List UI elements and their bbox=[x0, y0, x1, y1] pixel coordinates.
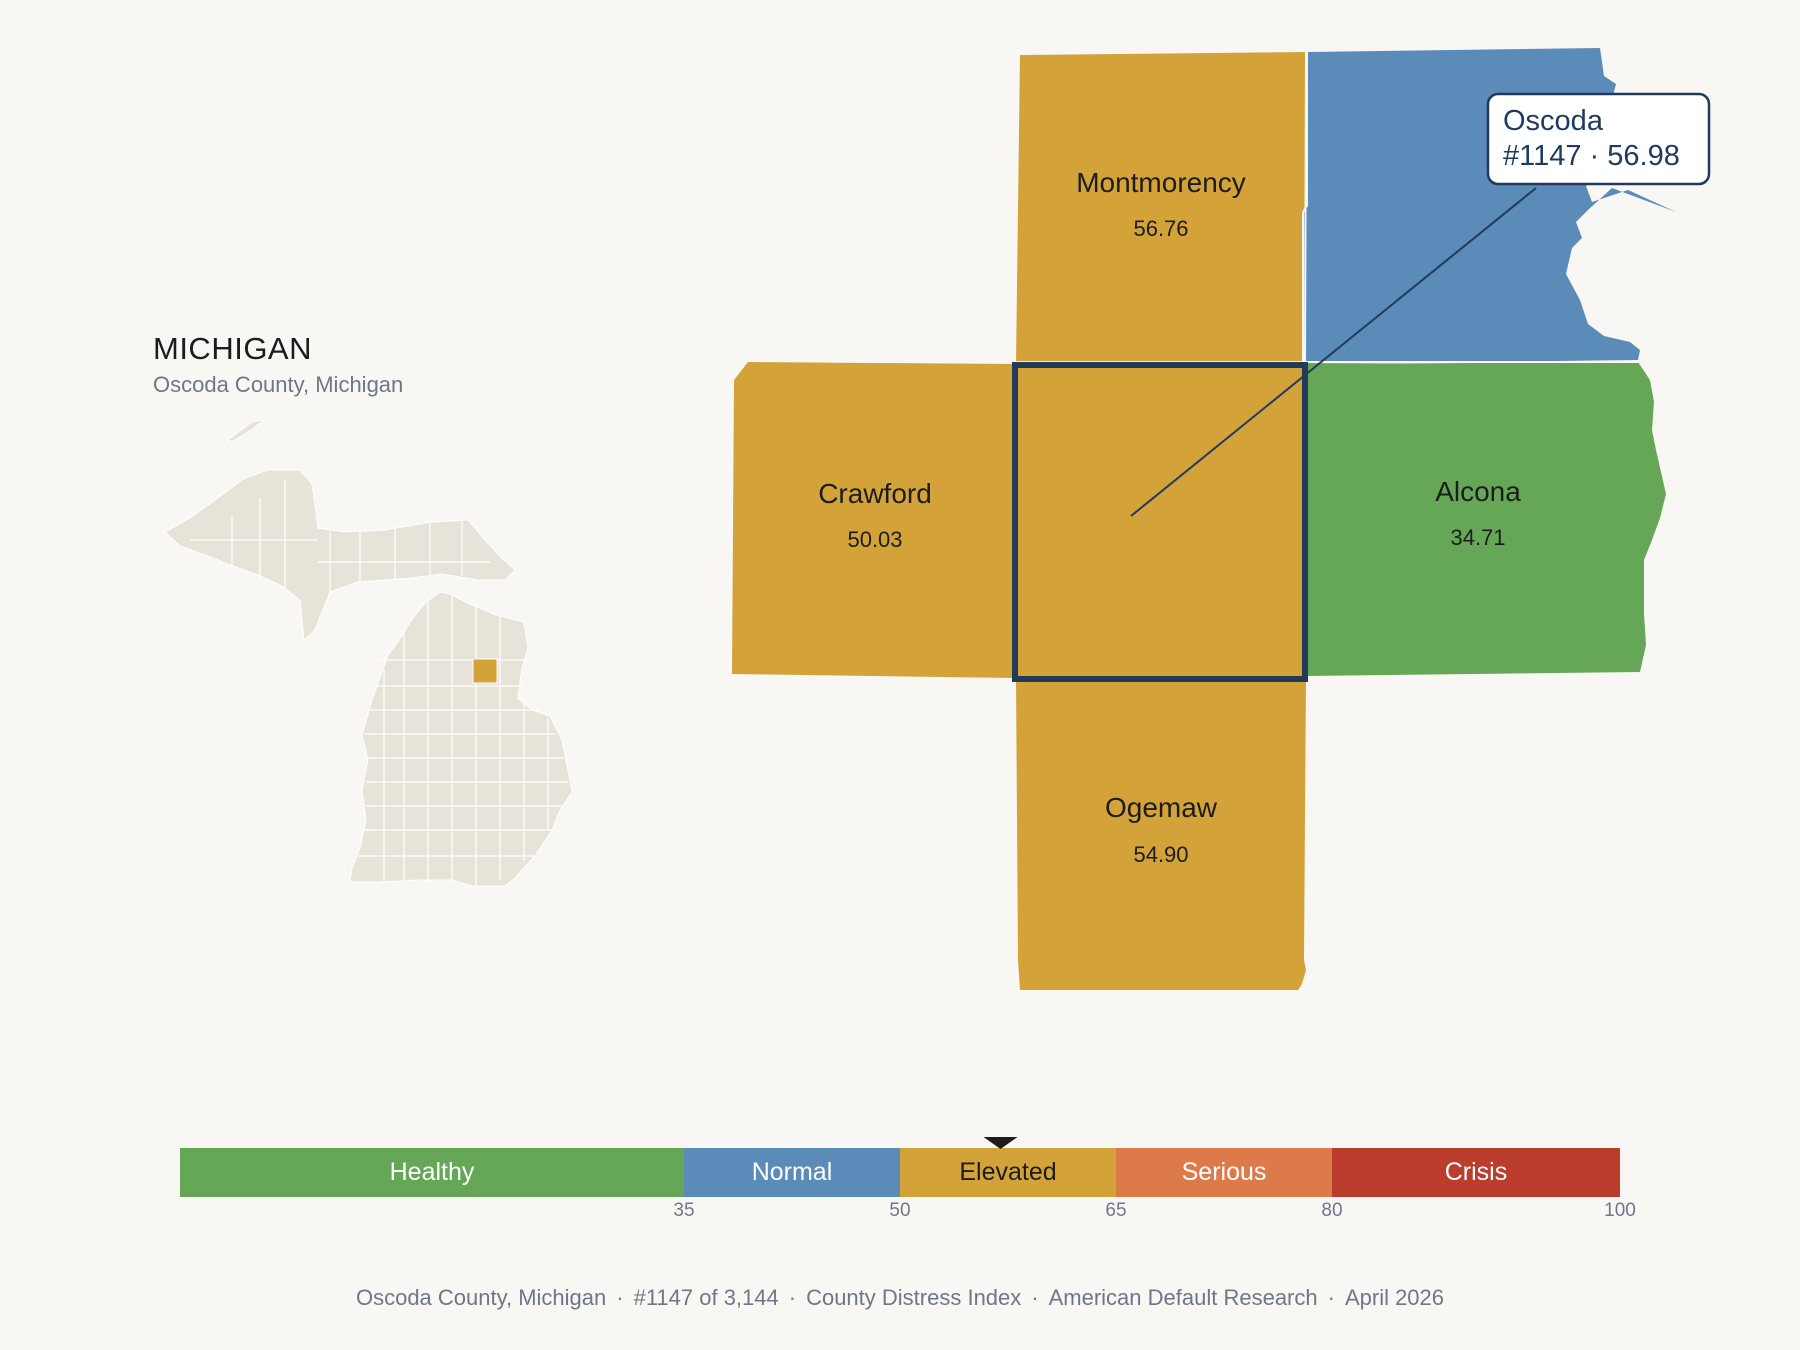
inset-oscoda-highlight bbox=[472, 658, 498, 684]
legend-label-normal: Normal bbox=[752, 1158, 833, 1186]
county-label-crawford: Crawford bbox=[818, 478, 932, 509]
county-score-alcona: 34.71 bbox=[1450, 525, 1505, 550]
oscoda-focus-outline bbox=[1012, 362, 1308, 682]
legend-tick-50: 50 bbox=[889, 1200, 910, 1221]
legend-label-serious: Serious bbox=[1182, 1158, 1267, 1186]
county-label-ogemaw: Ogemaw bbox=[1105, 792, 1218, 823]
upper-peninsula-shape bbox=[164, 469, 516, 642]
legend-tick-35: 35 bbox=[673, 1200, 694, 1221]
county-alcona[interactable] bbox=[1304, 362, 1666, 676]
legend-tick-100: 100 bbox=[1604, 1200, 1636, 1221]
county-map: Montmorency 56.76 Crawford 50.03 Alcona … bbox=[732, 48, 1711, 990]
state-title: MICHIGAN bbox=[153, 331, 312, 366]
isle-royale-shape bbox=[227, 419, 266, 443]
oscoda-callout[interactable]: Oscoda #1147 · 56.98 bbox=[1486, 92, 1711, 186]
michigan-inset-map bbox=[164, 419, 573, 887]
county-score-montmorency: 56.76 bbox=[1133, 216, 1188, 241]
legend-band-crisis bbox=[1332, 1148, 1620, 1197]
county-label-montmorency: Montmorency bbox=[1076, 167, 1246, 198]
legend-band-normal bbox=[684, 1148, 900, 1197]
footer: Oscoda County, Michigan · #1147 of 3,144 · C… bbox=[355, 1285, 1445, 1310]
legend-label-healthy: Healthy bbox=[390, 1158, 475, 1186]
footer-date: April 2026 bbox=[1344, 1285, 1445, 1310]
legend-tick-65: 65 bbox=[1105, 1200, 1126, 1221]
legend-band-elevated bbox=[900, 1148, 1116, 1197]
inset-county-grid bbox=[358, 596, 568, 886]
footer-rank: #1147 of 3,144 bbox=[633, 1285, 779, 1310]
legend-band-serious bbox=[1116, 1148, 1332, 1197]
county-score-ogemaw: 54.90 bbox=[1133, 842, 1188, 867]
county-crawford[interactable] bbox=[732, 362, 1014, 678]
county-ogemaw[interactable] bbox=[1016, 676, 1306, 990]
footer-index: County Distress Index bbox=[806, 1285, 1022, 1310]
lower-peninsula-shape bbox=[349, 591, 573, 887]
inset-up-county-lines bbox=[190, 480, 490, 595]
callout-leader-line bbox=[1130, 187, 1537, 517]
county-score-crawford: 50.03 bbox=[847, 527, 902, 552]
county-label-alcona: Alcona bbox=[1435, 476, 1521, 507]
county-montmorency[interactable] bbox=[1016, 52, 1306, 362]
legend-label-crisis: Crisis bbox=[1445, 1158, 1508, 1186]
callout-county-name: Oscoda bbox=[1503, 105, 1604, 137]
callout-box bbox=[1486, 92, 1711, 186]
footer-source: American Default Research bbox=[1048, 1285, 1318, 1310]
legend-label-elevated: Elevated bbox=[959, 1158, 1056, 1186]
callout-rank-score: #1147 · 56.98 bbox=[1503, 140, 1680, 172]
legend-tick-80: 80 bbox=[1321, 1200, 1342, 1221]
footer-county: Oscoda County, Michigan bbox=[355, 1285, 607, 1310]
distress-scale-legend: Healthy Normal Elevated Serious Crisis 3… bbox=[180, 1137, 1636, 1221]
legend-band-healthy bbox=[180, 1148, 684, 1197]
state-subtitle: Oscoda County, Michigan bbox=[153, 372, 404, 397]
legend-marker-triangle bbox=[983, 1137, 1018, 1149]
county-oscoda[interactable] bbox=[1014, 364, 1304, 678]
